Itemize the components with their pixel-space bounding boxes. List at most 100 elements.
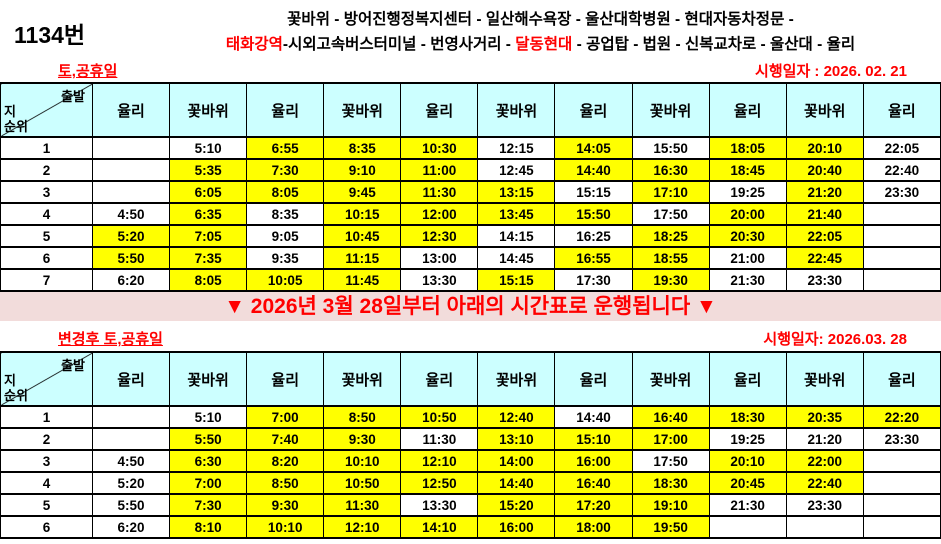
time-cell: 8:50 [323, 405, 402, 429]
time-cell: 20:00 [708, 202, 787, 226]
column-header: 꽃바위 [785, 82, 864, 138]
time-cell: 12:15 [477, 136, 556, 160]
time-cell: 22:00 [785, 449, 864, 473]
time-cell: 12:30 [400, 224, 479, 248]
table-row: 5 5:20 7:05 9:05 10:45 12:30 14:15 16:25 18:25 20… [0, 224, 941, 248]
column-header: 율리 [862, 82, 941, 138]
time-cell: 11:30 [400, 180, 479, 204]
time-cell: 7:00 [246, 405, 325, 429]
column-header: 율리 [862, 351, 941, 407]
time-cell: 10:30 [400, 136, 479, 160]
table-row: 6 5:50 7:35 9:35 11:15 13:00 14:45 16:55 18:55 21… [0, 246, 941, 270]
timetable-header-row: 출발 지 순위 율리 꽃바위 율리 꽃바위 율리 꽃바위 율리 꽃바위 율리 꽃바위 율리 [0, 351, 941, 407]
time-cell: 9:05 [246, 224, 325, 248]
time-cell: 19:50 [631, 515, 710, 539]
route-line-2-tail: - 공업탑 - 법원 - 신복교차로 - 울산대 - 율리 [572, 36, 856, 53]
row-number: 3 [0, 180, 93, 204]
time-cell: 12:10 [400, 449, 479, 473]
row-number: 5 [0, 493, 93, 517]
time-cell: 10:15 [323, 202, 402, 226]
time-cell: 19:25 [708, 427, 787, 451]
time-cell: 12:45 [477, 158, 556, 182]
time-cell: 6:05 [169, 180, 248, 204]
time-cell: 14:00 [477, 449, 556, 473]
time-cell: 7:35 [169, 246, 248, 270]
column-header: 꽃바위 [169, 351, 248, 407]
time-cell: 20:40 [785, 158, 864, 182]
time-cell: 19:10 [631, 493, 710, 517]
time-cell: 17:50 [631, 449, 710, 473]
route-line-1: 꽃바위 - 방어진행정복지센터 - 일산해수욕장 - 울산대학병원 - 현대자동… [287, 11, 794, 28]
notice-banner: ▼ 2026년 3월 28일부터 아래의 시간표로 운행됩니다 ▼ [0, 292, 941, 321]
time-cell [862, 246, 941, 270]
time-cell: 19:25 [708, 180, 787, 204]
table-row: 1 5:10 6:55 8:35 10:30 12:15 14:05 15:50 18:05 20… [0, 136, 941, 160]
row-number: 5 [0, 224, 93, 248]
time-cell: 8:05 [246, 180, 325, 204]
time-cell: 7:05 [169, 224, 248, 248]
time-cell: 12:10 [323, 515, 402, 539]
table1-effective-date: 시행일자 : 2026. 02. 21 [755, 63, 907, 80]
time-cell: 16:30 [631, 158, 710, 182]
time-cell: 20:10 [785, 136, 864, 160]
time-cell: 18:00 [554, 515, 633, 539]
table-row: 4 5:20 7:00 8:50 10:50 12:50 14:40 16:40 18:30 20… [0, 471, 941, 495]
corner-cell: 출발 지 순위 [0, 351, 93, 407]
column-header: 율리 [554, 351, 633, 407]
time-cell: 11:30 [400, 427, 479, 451]
column-header: 꽃바위 [785, 351, 864, 407]
time-cell: 10:50 [323, 471, 402, 495]
time-cell: 19:30 [631, 268, 710, 292]
time-cell: 22:40 [862, 158, 941, 182]
time-cell: 22:05 [785, 224, 864, 248]
time-cell: 20:35 [785, 405, 864, 429]
column-header: 율리 [708, 351, 787, 407]
time-cell: 16:40 [631, 405, 710, 429]
row-number: 4 [0, 202, 93, 226]
time-cell: 10:10 [323, 449, 402, 473]
time-cell: 5:35 [169, 158, 248, 182]
time-cell: 23:30 [785, 268, 864, 292]
time-cell: 22:20 [862, 405, 941, 429]
time-cell: 5:50 [91, 246, 171, 270]
table-row: 2 5:35 7:30 9:10 11:00 12:45 14:40 16:30 18:45 20… [0, 158, 941, 182]
time-cell: 6:30 [169, 449, 248, 473]
time-cell [862, 493, 941, 517]
time-cell: 21:40 [785, 202, 864, 226]
table1-day-label: 토,공휴일 [58, 63, 118, 80]
time-cell [708, 515, 787, 539]
route-stop-daldong: 달동현대 [515, 36, 573, 53]
time-cell [862, 268, 941, 292]
time-cell: 16:00 [477, 515, 556, 539]
time-cell: 14:45 [477, 246, 556, 270]
timetable-current: 출발 지 순위 율리 꽃바위 율리 꽃바위 율리 꽃바위 율리 꽃바위 율리 꽃바위 율리 1 5:1… [0, 82, 941, 292]
route-line-2-mid: -시외고속버스터미널 - 번영사거리 - [282, 36, 516, 53]
column-header: 율리 [708, 82, 787, 138]
column-header: 꽃바위 [477, 351, 556, 407]
time-cell: 18:30 [708, 405, 787, 429]
corner-label-place: 지 [4, 373, 16, 388]
time-cell: 4:50 [91, 202, 171, 226]
time-cell: 11:45 [323, 268, 402, 292]
time-cell: 5:10 [169, 136, 248, 160]
row-number: 2 [0, 427, 93, 451]
time-cell: 23:30 [785, 493, 864, 517]
time-cell: 10:45 [323, 224, 402, 248]
time-cell: 13:30 [400, 493, 479, 517]
time-cell: 8:05 [169, 268, 248, 292]
row-number: 3 [0, 449, 93, 473]
time-cell: 7:30 [246, 158, 325, 182]
column-header: 율리 [91, 351, 171, 407]
route-stop-taehwagang: 태화강역 [225, 36, 283, 53]
timetable-revised: 출발 지 순위 율리 꽃바위 율리 꽃바위 율리 꽃바위 율리 꽃바위 율리 꽃바위 율리 1 5:1… [0, 351, 941, 539]
time-cell: 12:50 [400, 471, 479, 495]
time-cell: 11:15 [323, 246, 402, 270]
time-cell: 21:30 [708, 493, 787, 517]
time-cell: 22:40 [785, 471, 864, 495]
time-cell: 11:00 [400, 158, 479, 182]
time-cell: 13:45 [477, 202, 556, 226]
time-cell: 6:20 [91, 268, 171, 292]
row-number: 2 [0, 158, 93, 182]
time-cell: 8:35 [246, 202, 325, 226]
table-row: 3 6:05 8:05 9:45 11:30 13:15 15:15 17:10 19:25 21… [0, 180, 941, 204]
